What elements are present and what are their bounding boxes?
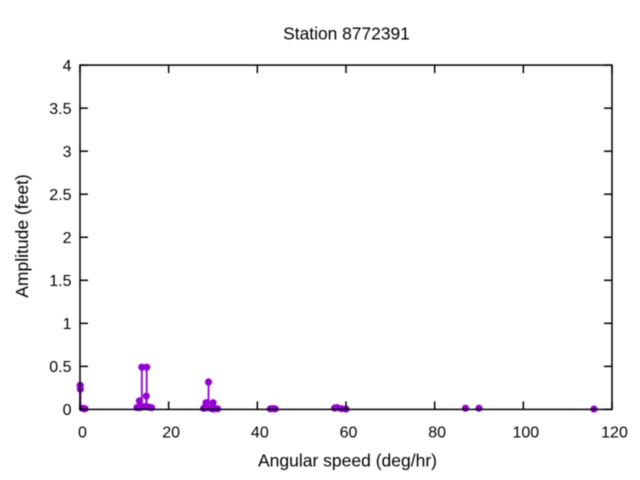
svg-text:100: 100 xyxy=(512,424,539,441)
svg-text:3: 3 xyxy=(63,144,72,161)
svg-text:Station 8772391: Station 8772391 xyxy=(283,24,410,44)
svg-text:60: 60 xyxy=(340,424,358,441)
svg-text:1: 1 xyxy=(63,316,72,333)
svg-text:40: 40 xyxy=(251,424,269,441)
svg-text:2: 2 xyxy=(63,230,72,247)
svg-text:120: 120 xyxy=(601,424,628,441)
svg-text:0: 0 xyxy=(63,402,72,419)
svg-text:Amplitude (feet): Amplitude (feet) xyxy=(12,174,32,298)
svg-text:0: 0 xyxy=(78,424,87,441)
svg-text:3.5: 3.5 xyxy=(49,101,71,118)
svg-text:80: 80 xyxy=(428,424,446,441)
svg-text:2.5: 2.5 xyxy=(49,187,71,204)
svg-text:1.5: 1.5 xyxy=(49,273,71,290)
svg-text:Angular speed (deg/hr): Angular speed (deg/hr) xyxy=(258,450,437,470)
svg-text:20: 20 xyxy=(162,424,180,441)
svg-text:4: 4 xyxy=(63,58,72,75)
svg-text:0.5: 0.5 xyxy=(49,359,71,376)
